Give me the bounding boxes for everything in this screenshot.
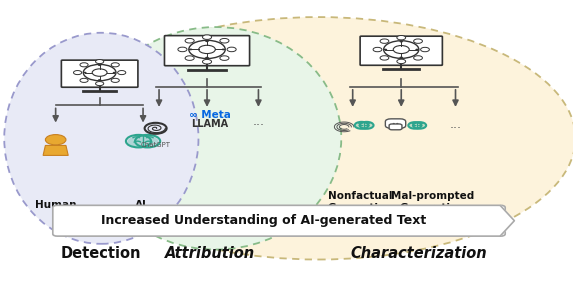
Circle shape <box>205 40 209 42</box>
Text: AI: AI <box>135 200 148 210</box>
Text: Mal-prompted
Generation: Mal-prompted Generation <box>391 192 474 213</box>
FancyBboxPatch shape <box>165 36 250 66</box>
Circle shape <box>95 82 104 86</box>
Circle shape <box>222 48 225 50</box>
Text: ∞ Meta: ∞ Meta <box>189 111 231 120</box>
Circle shape <box>205 57 209 58</box>
Circle shape <box>113 72 116 73</box>
FancyBboxPatch shape <box>385 119 406 128</box>
Text: Detection: Detection <box>61 246 142 261</box>
Circle shape <box>397 35 406 40</box>
Circle shape <box>185 56 194 60</box>
Circle shape <box>118 71 126 75</box>
Circle shape <box>380 39 389 43</box>
Circle shape <box>396 123 398 124</box>
Ellipse shape <box>4 33 199 244</box>
Circle shape <box>203 59 212 64</box>
Circle shape <box>73 71 82 75</box>
FancyBboxPatch shape <box>389 124 402 130</box>
Text: Human: Human <box>35 200 76 210</box>
Circle shape <box>400 56 403 58</box>
Ellipse shape <box>127 135 159 148</box>
Circle shape <box>416 49 419 50</box>
Ellipse shape <box>409 122 425 129</box>
Circle shape <box>95 60 104 64</box>
Circle shape <box>98 79 101 81</box>
Text: ...: ... <box>253 115 265 128</box>
Ellipse shape <box>61 17 574 259</box>
FancyBboxPatch shape <box>53 205 505 236</box>
Polygon shape <box>43 145 68 156</box>
Circle shape <box>414 39 422 43</box>
Circle shape <box>414 56 422 60</box>
FancyBboxPatch shape <box>360 36 443 65</box>
Text: LLAMA: LLAMA <box>191 119 228 129</box>
Circle shape <box>203 35 212 39</box>
Circle shape <box>380 56 389 60</box>
Circle shape <box>83 72 87 73</box>
Circle shape <box>397 59 406 64</box>
Circle shape <box>373 47 382 52</box>
Ellipse shape <box>355 122 373 129</box>
Circle shape <box>400 41 403 43</box>
Circle shape <box>393 123 395 124</box>
Circle shape <box>111 78 119 82</box>
Circle shape <box>220 56 229 60</box>
Text: Characterization: Characterization <box>350 246 487 261</box>
Circle shape <box>178 47 187 52</box>
Circle shape <box>189 48 192 50</box>
Circle shape <box>185 39 194 43</box>
Circle shape <box>45 134 66 145</box>
Ellipse shape <box>90 27 342 249</box>
Circle shape <box>111 63 119 67</box>
Text: Nonfactual
Generation: Nonfactual Generation <box>327 192 393 213</box>
FancyBboxPatch shape <box>61 60 138 87</box>
Text: Increased Understanding of AI-generated Text: Increased Understanding of AI-generated … <box>101 214 426 227</box>
Text: Attribution: Attribution <box>165 246 255 261</box>
Circle shape <box>227 47 236 52</box>
Circle shape <box>98 65 101 66</box>
Circle shape <box>80 63 88 67</box>
Circle shape <box>220 39 229 43</box>
Circle shape <box>80 78 88 82</box>
Circle shape <box>421 47 429 52</box>
Polygon shape <box>501 206 514 236</box>
Text: ...: ... <box>449 118 461 130</box>
Text: ChatGPT: ChatGPT <box>141 142 170 147</box>
Circle shape <box>383 49 387 50</box>
